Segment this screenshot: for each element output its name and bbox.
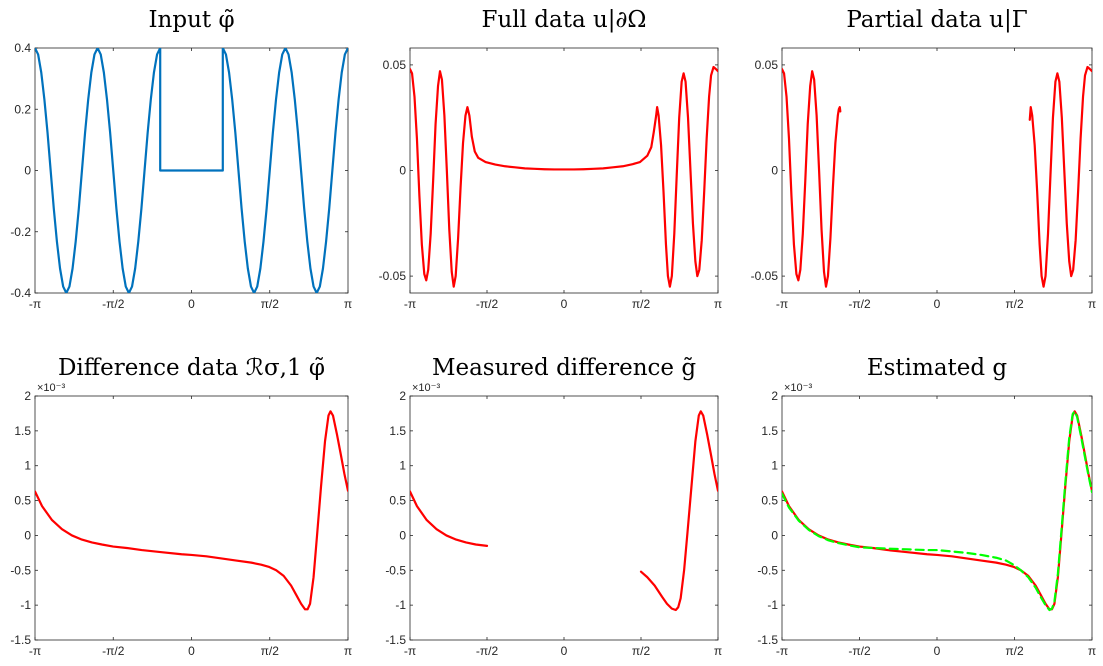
x-tick-label: π/2 (632, 297, 651, 311)
x-tick-label: π/2 (261, 644, 280, 658)
series-1-line-segment (410, 65, 718, 288)
y-tick-label: -0.2 (10, 225, 31, 239)
x-tick-label: -π (29, 644, 41, 658)
series-2-line-segment (782, 410, 1092, 612)
y-tick-label: 0.4 (14, 41, 31, 55)
y-tick-label: -0.05 (751, 269, 779, 283)
x-tick-label: π/2 (1005, 644, 1024, 658)
x-tick-label: π (344, 297, 352, 311)
y-tick-label: 0 (771, 164, 778, 178)
panel-title: Partial data u|Γ (846, 7, 1027, 33)
panel-6: -π -π/2 0 π/2 π -1.5 -1 -0.5 0 0.5 1 1.5 2 ×10⁻³ Estim… (757, 355, 1096, 658)
y-tick-label: 0 (399, 164, 406, 178)
x-tick-label: π (1088, 297, 1096, 311)
y-exponent-label: ×10⁻³ (784, 382, 812, 394)
y-exponent-label: ×10⁻³ (412, 382, 440, 394)
panel-title: Measured difference g̃ (432, 355, 696, 381)
series-1-line-segment (35, 48, 348, 293)
panel-title: Full data u|∂Ω (481, 7, 646, 33)
x-tick-label: 0 (188, 644, 195, 658)
axes-frame (409, 395, 719, 641)
series-1-line-segment (1028, 65, 1092, 288)
x-tick-label: -π (29, 297, 41, 311)
panel-title: Difference data ℛσ,1 φ̃ (58, 355, 325, 381)
x-tick-label: 0 (561, 297, 568, 311)
x-tick-label: π/2 (261, 297, 280, 311)
y-tick-label: 0 (24, 528, 31, 542)
y-tick-label: -0.4 (10, 286, 31, 300)
x-tick-label: π/2 (1005, 297, 1024, 311)
x-tick-label: π/2 (632, 644, 651, 658)
panel-title: Estimated g (867, 355, 1008, 381)
y-tick-label: -1.5 (757, 633, 778, 647)
y-tick-label: 2 (771, 389, 778, 403)
x-tick-label: π (714, 297, 722, 311)
y-exponent-label: ×10⁻³ (37, 382, 65, 394)
x-tick-label: π (714, 644, 722, 658)
y-tick-label: 0.05 (383, 58, 407, 72)
series-1-line-segment (410, 490, 489, 547)
y-tick-label: -0.5 (10, 563, 31, 577)
x-tick-label: -π/2 (476, 297, 499, 311)
x-tick-label: -π (776, 297, 788, 311)
x-tick-label: 0 (561, 644, 568, 658)
series-1-line-segment (782, 68, 842, 288)
axes-frame (781, 395, 1093, 641)
y-tick-label: -1 (395, 598, 406, 612)
x-tick-label: π (1088, 644, 1096, 658)
x-tick-label: -π (404, 297, 416, 311)
x-tick-label: -π (404, 644, 416, 658)
panel-4: -π -π/2 0 π/2 π -1.5 -1 -0.5 0 0.5 1 1.5 2 ×10⁻³Diffe… (10, 355, 352, 658)
y-tick-label: 0 (399, 528, 406, 542)
x-tick-label: -π/2 (102, 644, 125, 658)
y-tick-label: -0.5 (385, 563, 406, 577)
y-tick-label: 0.5 (389, 494, 406, 508)
x-tick-label: 0 (934, 297, 941, 311)
y-tick-label: 2 (399, 389, 406, 403)
y-tick-label: 1.5 (761, 424, 778, 438)
x-tick-label: 0 (188, 297, 195, 311)
x-tick-label: -π/2 (476, 644, 499, 658)
y-tick-label: 1.5 (389, 424, 406, 438)
x-tick-label: -π/2 (848, 297, 871, 311)
y-tick-label: 0.05 (755, 58, 779, 72)
y-tick-label: 1 (771, 459, 778, 473)
y-tick-label: 1.5 (14, 424, 31, 438)
x-tick-label: -π/2 (102, 297, 125, 311)
y-tick-label: -1.5 (10, 633, 31, 647)
y-tick-label: 0 (24, 164, 31, 178)
series-1-line-segment (35, 410, 348, 611)
x-tick-label: π (344, 644, 352, 658)
panel-5: -π -π/2 0 π/2 π -1.5 -1 -0.5 0 0.5 1 1.5 2 ×10⁻³Measu… (385, 355, 722, 658)
y-tick-label: -1 (20, 598, 31, 612)
y-tick-label: 1 (399, 459, 406, 473)
y-tick-label: 2 (24, 389, 31, 403)
y-tick-label: -0.5 (757, 563, 778, 577)
x-tick-label: -π/2 (848, 644, 871, 658)
panel-title: Input φ̃ (148, 7, 234, 33)
x-tick-label: -π (776, 644, 788, 658)
y-tick-label: 0.5 (761, 494, 778, 508)
y-tick-label: 0.5 (14, 494, 31, 508)
y-tick-label: 0.2 (14, 102, 31, 116)
panel-1: -π -π/2 0 π/2 π -0.4 -0.2 0 0.2 0.4 Input φ̃ (10, 7, 352, 311)
y-tick-label: 0 (771, 528, 778, 542)
y-tick-label: -1.5 (385, 633, 406, 647)
y-tick-label: -1 (767, 598, 778, 612)
x-tick-label: 0 (934, 644, 941, 658)
y-tick-label: -0.05 (379, 269, 407, 283)
panel-2: -π -π/2 0 π/2 π -0.05 0 0.05 Full data u|∂Ω (379, 7, 723, 311)
y-tick-label: 1 (24, 459, 31, 473)
panel-3: -π -π/2 0 π/2 π -0.05 0 0.05 Partial data u|Γ (751, 7, 1097, 311)
series-1-line-segment (639, 410, 718, 612)
